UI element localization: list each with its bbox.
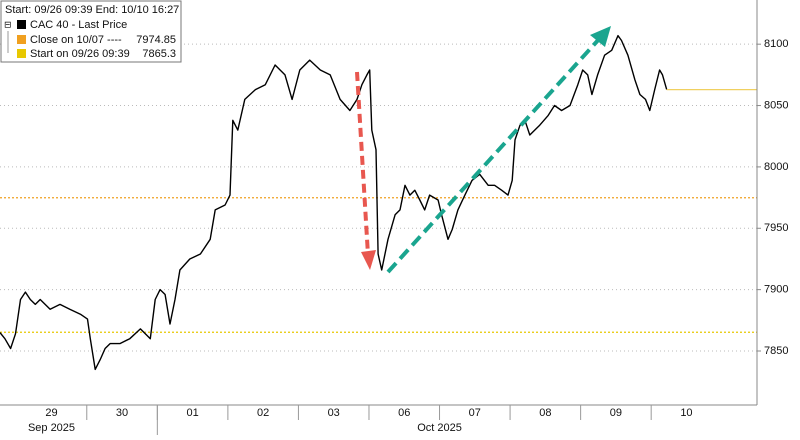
y-tick-label: 8050	[764, 99, 788, 111]
y-tick-label: 8100	[764, 38, 788, 50]
legend-label: Start on 09/26 09:39	[30, 48, 130, 60]
price-line	[0, 34, 668, 371]
up-arrow	[386, 36, 602, 274]
x-tick-label: 30	[116, 407, 128, 419]
up-arrow-head	[590, 26, 611, 47]
x-tick-label: 02	[257, 407, 269, 419]
legend-swatch	[17, 20, 26, 29]
down-arrow-head	[361, 250, 376, 270]
y-tick-label: 7850	[764, 345, 788, 357]
x-tick-label: 01	[186, 407, 198, 419]
x-tick-label: 07	[469, 407, 481, 419]
legend-box	[0, 0, 182, 63]
annotation-arrows	[355, 26, 611, 274]
x-tick-label: 06	[398, 407, 410, 419]
legend-value: 7865.3	[142, 48, 176, 60]
x-month-label: Oct 2025	[417, 422, 462, 434]
legend-title: Start: 09/26 09:39 End: 10/10 16:27	[5, 4, 179, 16]
y-tick-label: 8000	[764, 161, 788, 173]
x-month-label: Sep 2025	[28, 422, 75, 434]
legend-tree: ⊟	[4, 19, 12, 29]
x-tick-label: 09	[610, 407, 622, 419]
y-tick-label: 7950	[764, 222, 788, 234]
legend-swatch	[17, 49, 26, 58]
legend-label: CAC 40 - Last Price	[30, 19, 127, 31]
x-tick-label: 29	[45, 407, 57, 419]
legend: Start: 09/26 09:39 End: 10/10 16:27 ⊟ CA…	[0, 0, 182, 63]
x-tick-label: 03	[328, 407, 340, 419]
down-arrow	[355, 71, 370, 256]
plot	[0, 34, 757, 371]
legend-swatch	[17, 35, 26, 44]
x-tick-label: 10	[680, 407, 692, 419]
y-tick-label: 7900	[764, 284, 788, 296]
axes: 7850 7900 7950 8000 8050 8100 29 30 01 02 03 06 07 08…	[28, 38, 788, 435]
x-tick-label: 08	[539, 407, 551, 419]
legend-label: Close on 10/07 ----	[30, 34, 122, 46]
legend-value: 7974.85	[136, 34, 176, 46]
